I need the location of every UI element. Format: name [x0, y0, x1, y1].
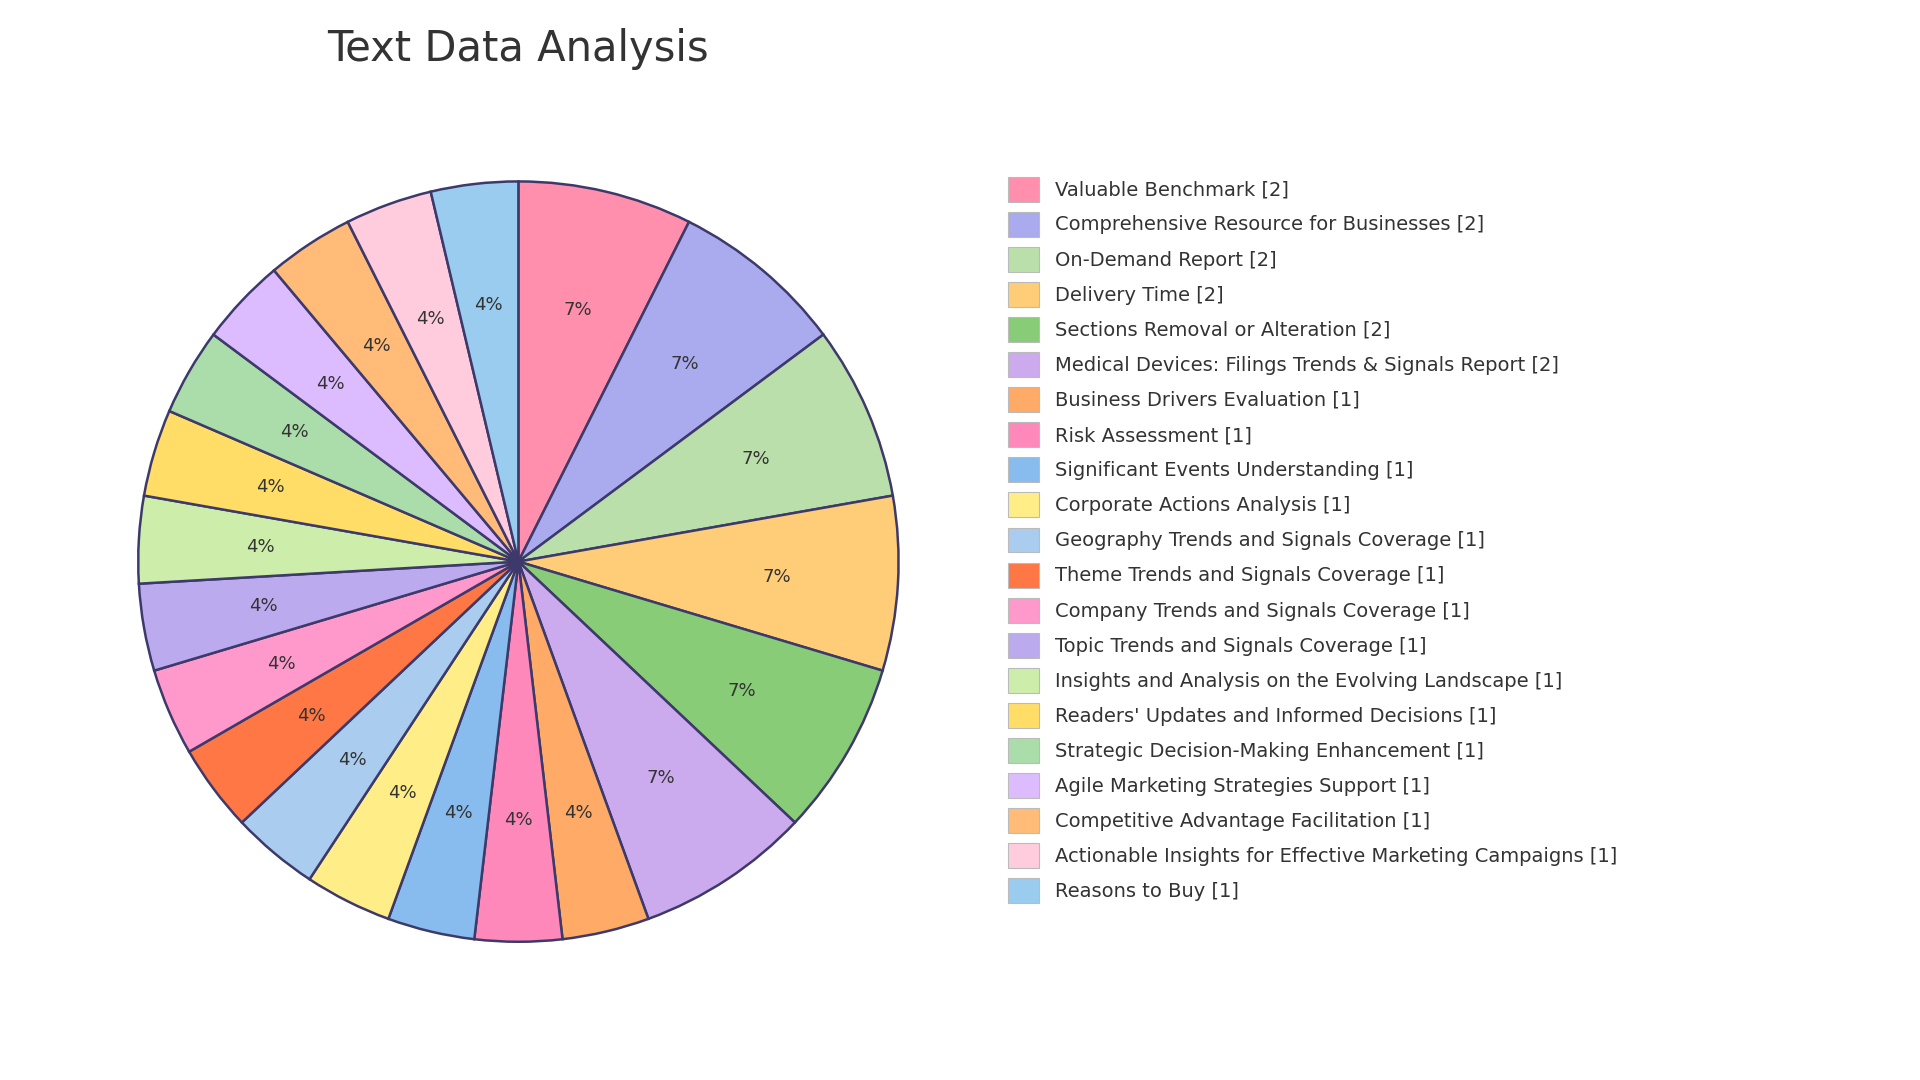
- Wedge shape: [348, 191, 518, 562]
- Wedge shape: [518, 221, 824, 562]
- Text: 4%: 4%: [280, 423, 309, 442]
- Text: 7%: 7%: [762, 568, 791, 585]
- Wedge shape: [430, 181, 518, 562]
- Wedge shape: [138, 496, 518, 583]
- Wedge shape: [138, 562, 518, 671]
- Wedge shape: [518, 496, 899, 671]
- Wedge shape: [190, 562, 518, 823]
- Text: 4%: 4%: [363, 337, 390, 354]
- Text: 4%: 4%: [388, 784, 417, 801]
- Text: 4%: 4%: [298, 707, 324, 725]
- Wedge shape: [518, 562, 883, 823]
- Wedge shape: [388, 562, 518, 940]
- Text: 4%: 4%: [564, 805, 593, 822]
- Text: 7%: 7%: [647, 769, 674, 786]
- Text: 4%: 4%: [444, 805, 472, 822]
- Text: 7%: 7%: [728, 681, 756, 700]
- Wedge shape: [242, 562, 518, 879]
- Text: 4%: 4%: [257, 478, 284, 497]
- Wedge shape: [275, 221, 518, 562]
- Wedge shape: [518, 181, 689, 562]
- Text: 4%: 4%: [505, 811, 532, 829]
- Text: 4%: 4%: [267, 654, 296, 673]
- Text: 4%: 4%: [317, 375, 346, 393]
- Wedge shape: [518, 562, 795, 919]
- Text: 7%: 7%: [741, 450, 770, 469]
- Text: 4%: 4%: [338, 751, 367, 769]
- Title: Text Data Analysis: Text Data Analysis: [328, 28, 708, 70]
- Wedge shape: [213, 270, 518, 562]
- Legend: Valuable Benchmark [2], Comprehensive Resource for Businesses [2], On-Demand Rep: Valuable Benchmark [2], Comprehensive Re…: [1008, 176, 1617, 904]
- Wedge shape: [518, 335, 893, 562]
- Wedge shape: [474, 562, 563, 942]
- Text: 4%: 4%: [250, 597, 278, 616]
- Wedge shape: [154, 562, 518, 752]
- Text: 4%: 4%: [246, 538, 275, 555]
- Wedge shape: [309, 562, 518, 919]
- Text: 4%: 4%: [474, 296, 503, 314]
- Text: 7%: 7%: [564, 301, 593, 319]
- Wedge shape: [518, 562, 649, 940]
- Wedge shape: [169, 335, 518, 562]
- Text: 4%: 4%: [415, 310, 444, 327]
- Text: 7%: 7%: [670, 354, 699, 373]
- Wedge shape: [144, 411, 518, 562]
